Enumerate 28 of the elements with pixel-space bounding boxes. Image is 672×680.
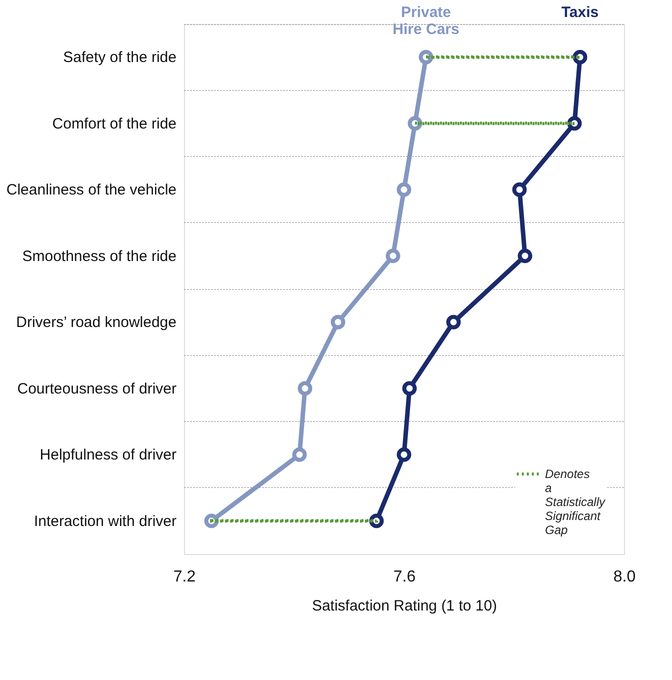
point	[298, 381, 312, 396]
x-tick-label: 7.6	[393, 568, 416, 586]
point	[396, 447, 412, 462]
y-tick-label: Interaction with driver	[34, 512, 176, 530]
legend-label: Denotes a Statistically Significant Gap	[545, 467, 606, 537]
bar	[414, 122, 576, 126]
x-axis-title: Satisfaction Rating (1 to 10)	[312, 598, 498, 614]
y-tick-label: Helpfulness of driver	[40, 446, 176, 464]
x-tick-label: 7.2	[173, 568, 196, 586]
point	[518, 248, 532, 264]
y-tick-label: Drivers’ road knowledge	[16, 314, 176, 332]
y-tick-label: Safety of the ride	[63, 49, 176, 66]
point	[330, 314, 346, 330]
y-tick-label: Courteousness of driver	[17, 380, 176, 398]
point	[446, 314, 461, 330]
y-tick-label: Smoothness of the ride	[22, 248, 176, 265]
point	[402, 381, 417, 396]
point	[292, 447, 307, 462]
point	[396, 182, 412, 197]
bar	[424, 55, 582, 59]
y-tick-label: Comfort of the ride	[52, 115, 176, 132]
x-tick-label: 8.0	[613, 568, 636, 586]
point	[512, 182, 527, 197]
text: Taxis	[561, 4, 599, 21]
bar	[210, 519, 378, 523]
point	[386, 248, 400, 264]
y-tick-label: Cleanliness of the vehicle	[6, 182, 176, 199]
text: Private Hire Cars	[392, 4, 460, 38]
